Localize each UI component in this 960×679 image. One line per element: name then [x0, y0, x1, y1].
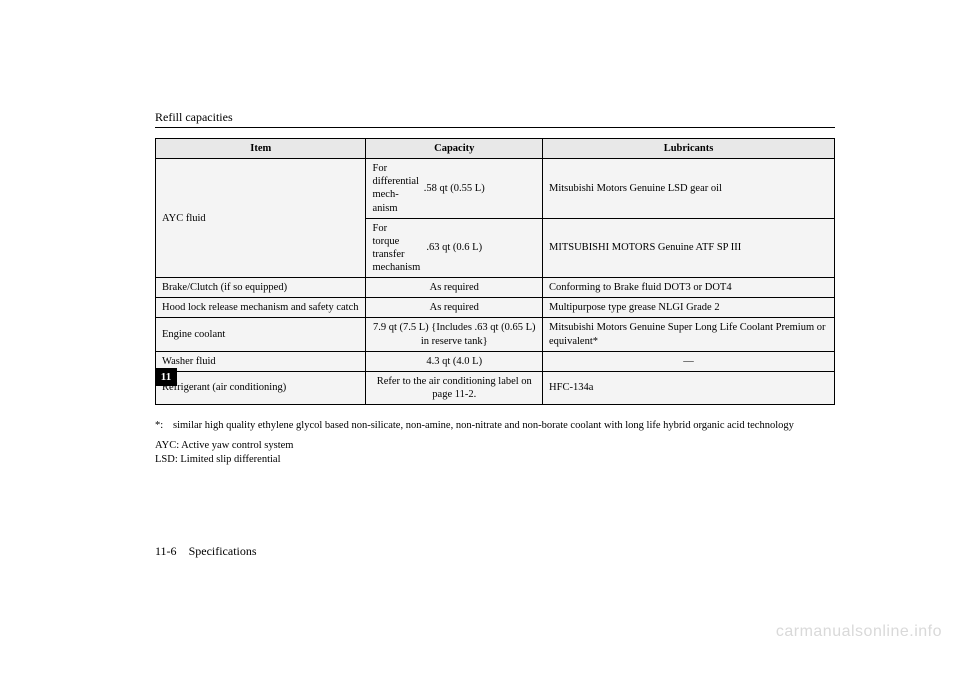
header-capacity: Capacity — [366, 139, 543, 159]
cell-washer-lub: — — [543, 351, 835, 371]
table-row: Brake/Clutch (if so equipped) As require… — [156, 278, 835, 298]
cell-brake-lub: Conforming to Brake fluid DOT3 or DOT4 — [543, 278, 835, 298]
cell-ayc-diff-lub: Mitsubishi Motors Genuine LSD gear oil — [543, 159, 835, 219]
header-item: Item — [156, 139, 366, 159]
def-lsd: LSD: Limited slip differential — [155, 453, 835, 467]
table-row: Hood lock release mechanism and safety c… — [156, 298, 835, 318]
page-footer: 11-6 Specifications — [155, 544, 257, 559]
cell-ayc-torque-lub: MITSUBISHI MOTORS Genuine ATF SP III — [543, 218, 835, 278]
page-content: Refill capacities Item Capacity Lubrican… — [155, 110, 835, 467]
table-row: Engine coolant 7.9 qt (7.5 L) {Includes … — [156, 318, 835, 351]
page-footer-title: Specifications — [189, 544, 257, 558]
watermark: carmanualsonline.info — [776, 623, 942, 641]
table-row: Refrigerant (air conditioning) Refer to … — [156, 371, 835, 404]
cell-refrig-lub: HFC-134a — [543, 371, 835, 404]
cell-brake-cap: As required — [366, 278, 543, 298]
page-number: 11-6 — [155, 544, 177, 558]
table-row: Washer fluid 4.3 qt (4.0 L) — — [156, 351, 835, 371]
cell-coolant-cap: 7.9 qt (7.5 L) {Includes .63 qt (0.65 L)… — [366, 318, 543, 351]
footnote-text: similar high quality ethylene glycol bas… — [173, 419, 813, 433]
cell-coolant-item: Engine coolant — [156, 318, 366, 351]
table-header-row: Item Capacity Lubricants — [156, 139, 835, 159]
cell-ayc-label: AYC fluid — [156, 159, 366, 278]
header-lubricants: Lubricants — [543, 139, 835, 159]
footnote: *:similar high quality ethylene glycol b… — [155, 419, 835, 433]
cell-hood-cap: As required — [366, 298, 543, 318]
table-row: AYC fluid For differential mech- anism .… — [156, 159, 835, 219]
cell-brake-item: Brake/Clutch (if so equipped) — [156, 278, 366, 298]
footnote-star: *: — [155, 419, 173, 433]
cell-washer-item: Washer fluid — [156, 351, 366, 371]
definitions: AYC: Active yaw control system LSD: Limi… — [155, 439, 835, 467]
cell-coolant-lub: Mitsubishi Motors Genuine Super Long Lif… — [543, 318, 835, 351]
refill-capacities-table: Item Capacity Lubricants AYC fluid For d… — [155, 138, 835, 405]
chapter-tab: 11 — [155, 368, 177, 386]
section-title: Refill capacities — [155, 110, 835, 128]
cell-washer-cap: 4.3 qt (4.0 L) — [366, 351, 543, 371]
cell-hood-lub: Multipurpose type grease NLGI Grade 2 — [543, 298, 835, 318]
def-ayc: AYC: Active yaw control system — [155, 439, 835, 453]
cell-refrig-cap: Refer to the air conditioning label on p… — [366, 371, 543, 404]
cell-hood-item: Hood lock release mechanism and safety c… — [156, 298, 366, 318]
cell-refrig-item: Refrigerant (air conditioning) — [156, 371, 366, 404]
